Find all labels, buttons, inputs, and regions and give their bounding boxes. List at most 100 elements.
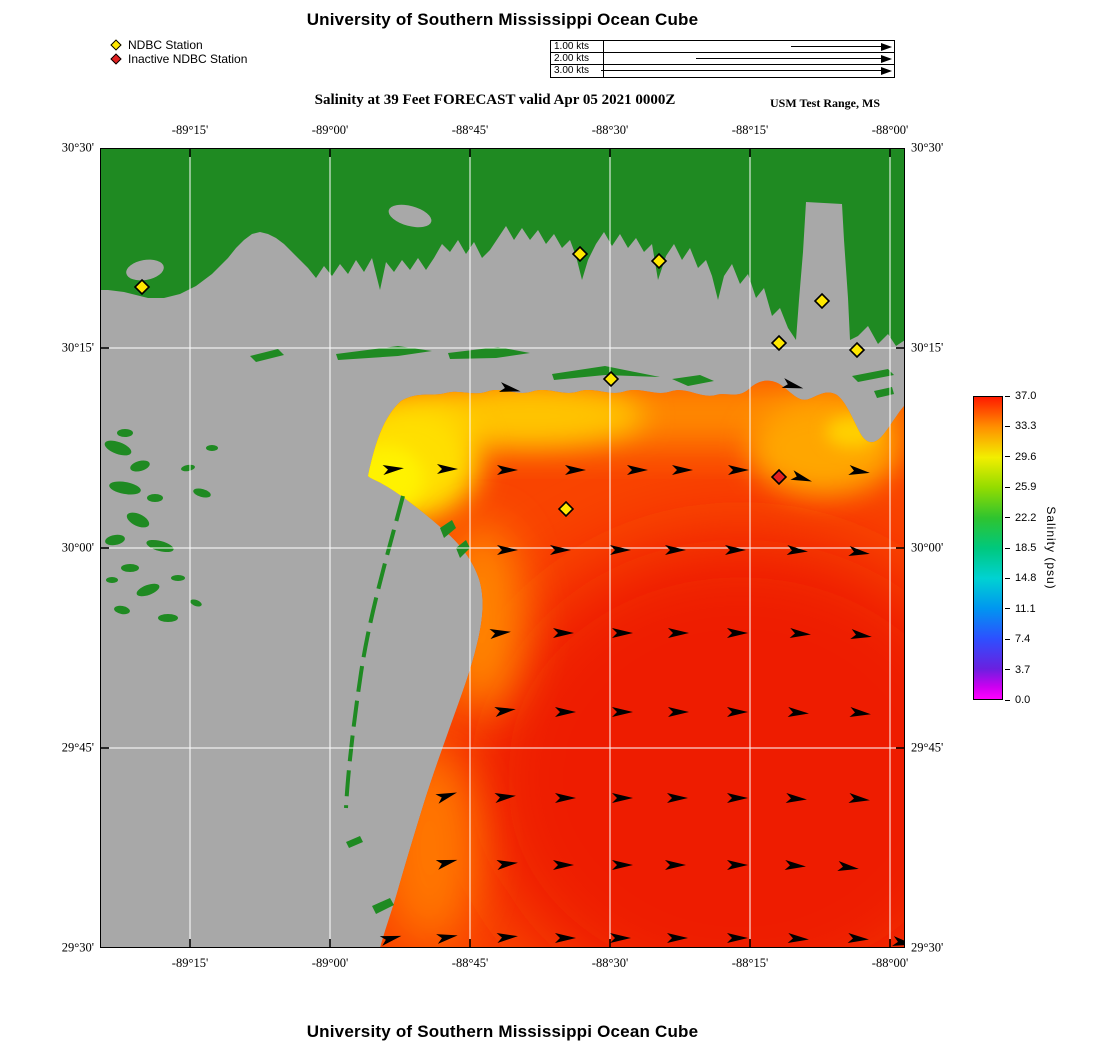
- colorbar-label: Salinity (psu): [1044, 506, 1058, 590]
- lon-axis-label-bottom: -88°15': [731, 956, 769, 970]
- inactive-ndbc-station-marker: [770, 468, 788, 486]
- vector-arrowhead-icon: [881, 67, 892, 75]
- current-vector-arrow: [496, 860, 518, 870]
- current-vector-arrow: [784, 860, 806, 870]
- ndbc-station-marker: [602, 370, 620, 388]
- current-vector-arrow: [668, 628, 689, 638]
- vector-scale-box: 1.00 kts 2.00 kts 3.00 kts: [550, 40, 895, 78]
- vector-scale-line: [791, 46, 881, 47]
- colorbar-tick-label: 7.4: [1015, 633, 1031, 646]
- current-vector-arrow: [727, 628, 748, 638]
- lon-axis-label-top: -88°45': [451, 123, 489, 137]
- current-vector-arrow: [837, 861, 859, 871]
- current-vector-arrow: [848, 465, 870, 475]
- colorbar-tick: 0.0: [1005, 694, 1030, 706]
- current-vector-arrow: [781, 378, 804, 389]
- colorbar-tick-line: [1005, 456, 1010, 458]
- current-vector-arrow: [496, 933, 518, 943]
- lon-axis-label-bottom: -88°45': [451, 956, 489, 970]
- vector-arrowhead-icon: [881, 42, 892, 51]
- vector-scale-line: [601, 70, 881, 71]
- current-vector-arrow: [435, 859, 458, 870]
- current-vector-arrow: [848, 546, 870, 556]
- current-vector-arrow: [785, 793, 807, 803]
- current-vector-arrow: [789, 628, 811, 638]
- current-vector-arrow: [787, 707, 809, 717]
- lake: [388, 204, 432, 228]
- lon-axis-label-bottom: -88°30': [591, 956, 629, 970]
- current-vector-arrow: [612, 860, 633, 870]
- vector-scale-row: 2.00 kts: [551, 53, 894, 65]
- current-vector-arrow: [727, 933, 748, 943]
- marsh-island: [193, 488, 211, 498]
- barrier-island: [456, 540, 470, 558]
- colorbar-tick-label: 14.8: [1015, 572, 1037, 585]
- colorbar-tick-label: 37.0: [1015, 390, 1037, 402]
- lat-axis-label-left: 30°15': [61, 340, 94, 355]
- marsh-island: [114, 605, 130, 615]
- colorbar-tick: 37.0: [1005, 390, 1036, 402]
- colorbar-tick: 14.8: [1005, 572, 1036, 584]
- current-vector-arrow: [667, 793, 688, 803]
- page-title: University of Southern Mississippi Ocean…: [306, 10, 699, 29]
- current-vector-arrow: [847, 933, 869, 943]
- current-vector-arrow: [727, 793, 748, 803]
- current-vector-arrow: [498, 382, 521, 392]
- footer-title: University of Southern Mississippi Ocean…: [306, 1022, 699, 1041]
- current-vector-arrow: [848, 793, 870, 803]
- colorbar-tick: 3.7: [1005, 664, 1030, 676]
- barrier-island: [250, 349, 284, 362]
- vector-scale-label: 3.00 kts: [554, 65, 590, 76]
- barrier-island: [336, 346, 432, 360]
- current-vector-arrow: [553, 628, 574, 638]
- colorbar-tick-label: 29.6: [1015, 450, 1037, 463]
- salinity-patch: [470, 538, 905, 948]
- current-vector-arrow: [612, 707, 633, 717]
- legend-item-inactive-ndbc-station: Inactive NDBC Station: [110, 52, 247, 66]
- lon-axis-label-top: -89°00': [311, 123, 349, 137]
- barrier-island: [672, 375, 714, 386]
- colorbar-tick: 25.9: [1005, 481, 1036, 493]
- marsh-island: [181, 464, 195, 472]
- marsh-island: [158, 614, 178, 622]
- current-vector-arrow: [435, 792, 457, 804]
- colorbar-tick-line: [1005, 638, 1010, 640]
- current-vector-arrow: [382, 465, 404, 475]
- colorbar-tick-line: [1005, 547, 1010, 549]
- current-vector-arrow: [555, 933, 576, 943]
- vector-arrowhead-icon: [881, 54, 892, 63]
- current-vector-arrow: [728, 465, 749, 475]
- colorbar-tick-line: [1005, 395, 1010, 397]
- ndbc-station-diamond-icon: [110, 39, 122, 51]
- marsh-island: [104, 440, 132, 456]
- marsh-island: [146, 539, 174, 553]
- salinity-map: [100, 148, 905, 948]
- current-vector-arrow: [850, 629, 872, 639]
- lon-axis-label-bottom: -88°00': [871, 956, 909, 970]
- current-vector-arrow: [612, 628, 633, 638]
- current-vector-arrow: [610, 545, 631, 555]
- colorbar-tick-line: [1005, 669, 1010, 671]
- barrier-island: [852, 369, 894, 382]
- colorbar-tick: 11.1: [1005, 603, 1036, 615]
- lat-axis-label-right: 30°15': [911, 340, 944, 355]
- colorbar-tick-label: 0.0: [1015, 694, 1031, 706]
- region-label: USM Test Range, MS: [770, 96, 881, 110]
- legend-item-ndbc-station: NDBC Station: [110, 38, 247, 52]
- current-vector-arrow: [379, 935, 402, 946]
- marsh-island: [126, 512, 150, 528]
- current-vector-arrow: [497, 465, 518, 475]
- colorbar-tick-line: [1005, 577, 1010, 579]
- current-vector-arrow: [612, 793, 633, 803]
- marsh-island: [171, 575, 185, 581]
- ndbc-station-marker: [571, 245, 589, 263]
- marsh-island: [206, 445, 218, 451]
- inactive-ndbc-station-diamond-icon: [110, 53, 122, 65]
- current-vector-arrow: [727, 707, 748, 717]
- colorbar-tick-label: 33.3: [1015, 420, 1037, 433]
- lat-axis-label-right: 30°00': [911, 540, 944, 555]
- ndbc-station-marker: [133, 278, 151, 296]
- vector-scale-label: 1.00 kts: [554, 41, 590, 52]
- salinity-patch: [415, 386, 645, 446]
- lat-axis-label-right: 29°30': [911, 940, 944, 955]
